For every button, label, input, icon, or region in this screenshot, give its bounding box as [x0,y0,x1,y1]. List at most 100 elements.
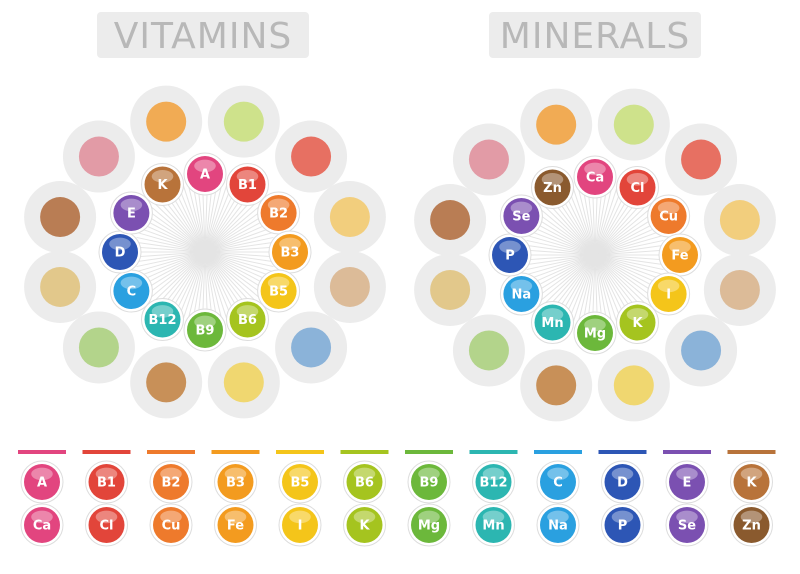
ray [544,206,596,256]
food-icon [613,104,654,145]
badge-shine [267,276,290,290]
ray [594,230,661,256]
ray [139,251,206,277]
badge-shine [224,510,247,524]
badge-shine [279,237,301,251]
badge-label: K [746,476,757,491]
badge [229,301,266,338]
badge-shine [584,162,606,176]
badge-label: B3 [281,246,300,261]
ray [555,196,596,256]
badge-label: D [115,246,126,261]
legend-bar [405,450,453,454]
ray [204,241,275,253]
food-icon [146,101,187,142]
badge [282,464,318,500]
badge-label: Na [512,288,532,303]
badge-label: D [617,476,628,491]
badge-label: B5 [269,285,288,300]
ray [594,188,618,256]
ray [594,217,655,256]
badge [540,507,576,543]
ray [594,254,613,324]
legend-bar [276,450,324,454]
ray [594,254,618,322]
ray [145,214,206,253]
badge [411,507,447,543]
food-icon [613,365,654,406]
ray [594,185,608,256]
badge-shine [267,198,290,212]
ray [137,232,206,253]
ray [169,191,206,253]
badge-label: Ca [586,171,604,186]
badge-shine [547,510,569,524]
badge-shine [31,510,53,524]
ray [594,191,627,256]
badge-label: Zn [742,519,761,534]
badge-label: E [127,207,136,222]
ray [137,251,206,272]
ray [551,199,596,256]
badge-label: Mn [541,316,563,331]
legend-bar [727,450,776,454]
ray [582,254,596,325]
badge [733,464,770,500]
ray [577,186,596,256]
ray [538,254,596,297]
ray [142,251,206,286]
food-icon [430,200,471,241]
legend-bar [82,450,131,454]
badge [411,464,447,500]
ray [204,251,275,263]
ray [525,254,596,261]
ray [135,246,206,253]
food-icon [681,139,722,180]
badge [619,169,656,206]
badge [153,507,189,543]
badge-label: B5 [291,476,310,491]
ray [204,186,232,253]
badge [604,464,641,500]
badge-label: I [666,288,671,303]
food-icon [468,330,509,371]
badge-shine [510,201,533,215]
badge-shine [120,276,143,290]
ray [192,182,206,253]
badge-label: B2 [162,476,181,491]
badge-shine [740,510,763,524]
legend-bar [534,450,582,454]
badge-label: C [127,285,137,300]
badge [24,464,60,500]
badge-shine [194,159,216,173]
badge-label: Cu [162,519,181,534]
ray [594,213,652,256]
ray [594,186,613,256]
ray [527,254,596,275]
ray [526,254,596,271]
ray [568,254,596,321]
badge-shine [120,198,143,212]
ray [582,185,596,256]
badge [24,507,60,543]
food-icon [329,197,370,238]
ray [594,209,649,256]
badge-shine [418,467,440,481]
badge-shine [626,173,649,186]
badge-label: Mn [482,519,504,534]
title-box [489,12,701,58]
ray [140,251,206,281]
ray [559,194,596,256]
ray [148,251,206,294]
food-icon [329,266,370,307]
badge-label: K [632,316,643,331]
badge-shine [289,467,311,481]
badge-label: B3 [226,476,245,491]
badge-label: B9 [196,324,215,339]
badge-shine [611,510,634,524]
ray [204,193,245,253]
food-icon [78,136,119,177]
ray [182,251,206,319]
badge [650,198,687,234]
badge-shine [541,173,564,186]
